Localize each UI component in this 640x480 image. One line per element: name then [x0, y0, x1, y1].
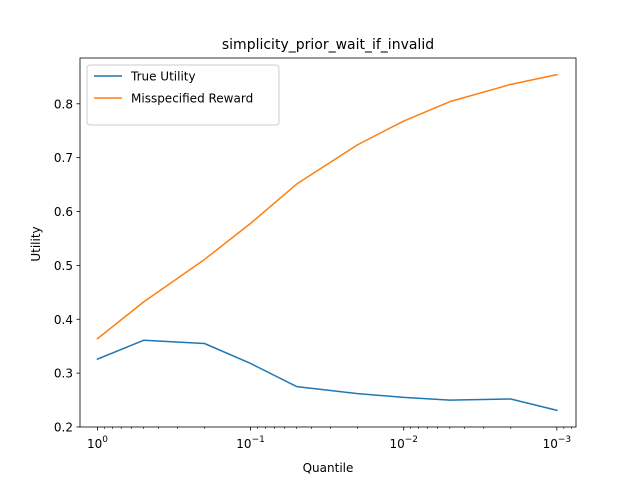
y-tick-label: 0.2	[54, 421, 73, 435]
x-tick-label: 10−1	[236, 435, 265, 451]
y-tick-label: 0.6	[54, 205, 73, 219]
y-tick-label: 0.7	[54, 151, 73, 165]
legend: True Utility Misspecified Reward	[86, 64, 280, 126]
y-tick-label: 0.8	[54, 97, 73, 111]
series-layer	[96, 73, 558, 412]
series-line-1	[96, 73, 558, 340]
ticks-layer: 0.2 0.3 0.4 0.5 0.6 0.7 0.8 100 10−1 10−2 10−3	[54, 97, 573, 451]
y-axis-label: Utility	[29, 226, 43, 261]
axes-layer	[79, 57, 577, 428]
y-tick-label: 0.3	[54, 367, 73, 381]
legend-box	[86, 64, 280, 126]
y-tick-label: 0.5	[54, 259, 73, 273]
x-axis-label: Quantile	[303, 461, 354, 475]
series-line-0	[96, 339, 558, 412]
chart-title: simplicity_prior_wait_if_invalid	[222, 37, 434, 53]
plot-frame	[79, 57, 577, 428]
y-tick-label: 0.4	[54, 313, 73, 327]
x-tick-label: 100	[87, 435, 108, 451]
legend-entry-label: True Utility	[130, 70, 196, 84]
x-tick-label: 10−2	[389, 435, 418, 451]
legend-entry-label: Misspecified Reward	[131, 92, 253, 106]
x-tick-label: 10−3	[543, 435, 572, 451]
